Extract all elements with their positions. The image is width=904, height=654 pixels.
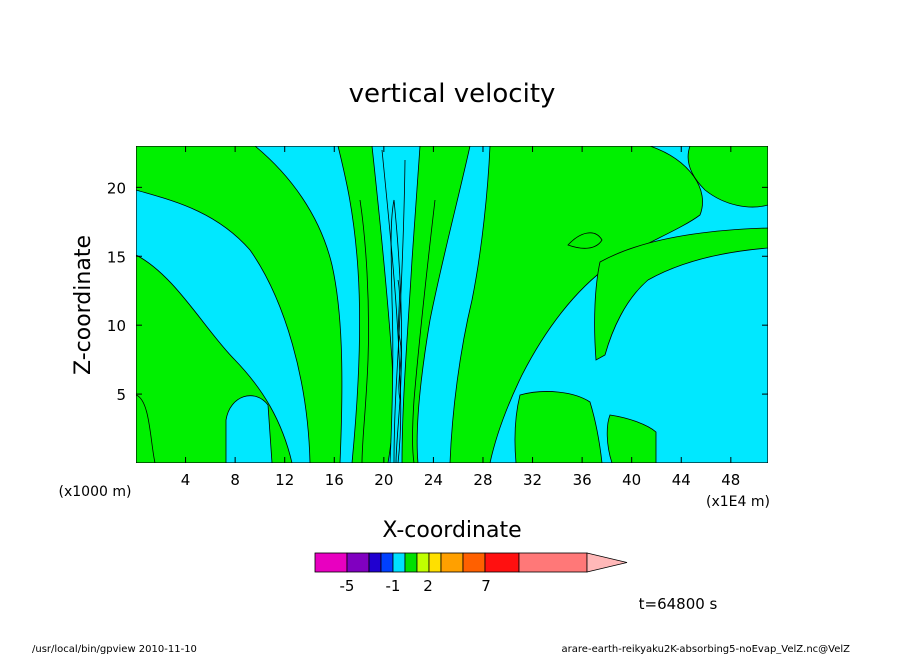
colorbar-segment: [314, 552, 348, 573]
contour-line: [381, 149, 402, 463]
x-tick-label: 44: [672, 471, 691, 489]
colorbar-segment: [380, 552, 394, 573]
y-tick-label: 15: [107, 248, 126, 266]
colorbar: [314, 552, 628, 573]
chart-title: vertical velocity: [349, 79, 556, 109]
colorbar-segment: [428, 552, 442, 573]
footer-right: arare-earth-reikyaku2K-absorbing5-noEvap…: [562, 644, 851, 654]
top-right-updraft: [687, 146, 768, 208]
x-tick-label: 16: [325, 471, 344, 489]
colorbar-segment: [462, 552, 486, 573]
central-updraft-left: [337, 146, 394, 463]
time-label: t=64800 s: [639, 595, 718, 613]
x-unit-left: (x1000 m): [59, 484, 132, 500]
x-tick-label: 4: [181, 471, 191, 489]
colorbar-label: -5: [340, 577, 355, 595]
x-tick-label: 48: [721, 471, 740, 489]
colorbar-segment: [368, 552, 382, 573]
right-lower-cell: [606, 414, 657, 463]
x-unit-right: (x1E4 m): [706, 494, 770, 510]
colorbar-segment: [346, 552, 370, 573]
right-slant-updraft: [449, 146, 703, 463]
colorbar-segment: [404, 552, 418, 573]
top-left-updraft: [136, 146, 343, 463]
y-axis-label: Z-coordinate: [71, 235, 96, 375]
x-axis-label: X-coordinate: [382, 518, 521, 543]
colorbar-segment: [440, 552, 464, 573]
x-tick-label: 12: [275, 471, 294, 489]
colorbar-segment: [484, 552, 520, 573]
contour-line: [412, 199, 436, 463]
contour-line: [393, 159, 406, 463]
y-tick-label: 10: [107, 317, 126, 335]
x-tick-label: 8: [230, 471, 240, 489]
x-tick-label: 40: [622, 471, 641, 489]
colorbar-label: -1: [386, 577, 401, 595]
y-tick-label: 5: [116, 386, 126, 404]
x-tick-label: 28: [473, 471, 492, 489]
contour-line: [567, 232, 603, 249]
left-low-downdraft: [225, 395, 273, 463]
contour-line: [359, 199, 369, 463]
y-axis-ticks: 5 10 15 20: [107, 179, 768, 404]
y-tick-label: 20: [107, 179, 126, 197]
x-axis-ticks: 4 8 12 16 20 24 28 32 36 40 44 48: [181, 146, 740, 489]
plot-area: [136, 146, 768, 463]
colorbar-label: 7: [481, 577, 491, 595]
lower-mid-cell: [514, 391, 603, 463]
x-tick-label: 24: [424, 471, 443, 489]
contour-lines: [359, 149, 603, 463]
colorbar-label: 2: [423, 577, 433, 595]
x-tick-label: 36: [573, 471, 592, 489]
contour-line: [397, 279, 402, 401]
colorbar-labels: -5 -1 2 7: [340, 577, 491, 595]
colorbar-segment: [518, 552, 588, 573]
colorbar-segment: [392, 552, 406, 573]
right-midlevel-updraft: [594, 227, 768, 361]
x-tick-label: 20: [374, 471, 393, 489]
footer-left: /usr/local/bin/gpview 2010-11-10: [32, 644, 197, 654]
colorbar-segment: [416, 552, 430, 573]
colorbar-arrow: [586, 552, 628, 573]
x-tick-label: 32: [523, 471, 542, 489]
